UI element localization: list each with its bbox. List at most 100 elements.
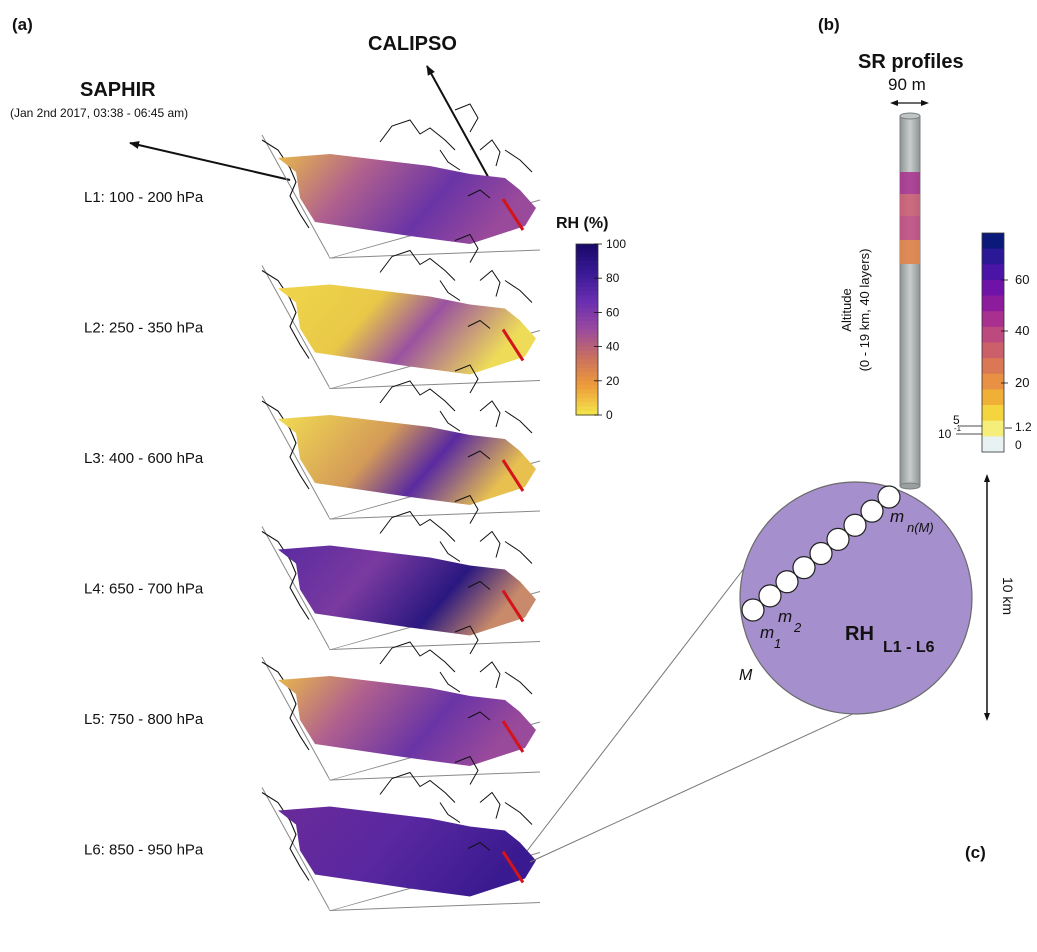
m1-sub: 1 <box>774 636 781 651</box>
calipso-track <box>501 589 525 623</box>
sr-tick-5: 5 <box>953 413 960 427</box>
coastline-left <box>261 139 310 229</box>
coastline-left <box>261 531 310 620</box>
calipso-track <box>501 720 525 753</box>
sr-tick-60: 60 <box>1015 272 1029 287</box>
rh-colorbar-segment <box>576 393 598 399</box>
layer-edge <box>329 380 541 389</box>
sr-colorbar-segment <box>982 389 1004 406</box>
zoom-line-bottom <box>529 689 906 863</box>
rh-colorbar-segment <box>576 342 598 348</box>
sr-tick-20: 20 <box>1015 375 1029 390</box>
swath-gap <box>318 878 400 911</box>
rh-colorbar-segment <box>576 295 598 301</box>
swath-gap <box>318 226 400 258</box>
sr-colorbar-segment <box>982 358 1004 375</box>
layer-3: L3: 400 - 600 hPa <box>84 364 541 520</box>
swath-gap <box>318 748 400 780</box>
layer-edge <box>329 510 541 520</box>
layer-label: L3: 400 - 600 hPa <box>84 450 204 467</box>
calipso-title: CALIPSO <box>368 33 457 55</box>
m2-label: m <box>778 607 792 626</box>
rh-tick-label: 0 <box>606 408 613 422</box>
panel-b-tag: (b) <box>818 15 840 34</box>
layer-edge <box>329 249 541 259</box>
rh-colorbar-segment <box>576 291 598 296</box>
coastline-left <box>261 270 310 359</box>
layer-6: L6: 850 - 950 hPa <box>84 755 541 912</box>
rh-colorbar-segment <box>576 312 598 318</box>
footprint-bead <box>809 541 833 566</box>
sr-profiles-title: SR profiles <box>858 51 964 73</box>
sr-tick-40: 40 <box>1015 323 1029 338</box>
layer-label: L4: 650 - 700 hPa <box>84 581 204 598</box>
coastlines-right <box>379 233 533 329</box>
rh-colorbar-segment <box>576 320 598 326</box>
coastlines-right <box>379 364 533 460</box>
coastlines-right <box>379 755 533 851</box>
layer-label: L2: 250 - 350 hPa <box>84 320 204 337</box>
calipso-track <box>501 198 525 231</box>
rh-colorbar-segment <box>576 261 598 266</box>
footprint-bead <box>792 556 816 580</box>
rh-swath <box>278 806 536 897</box>
rh-colorbar: RH (%) 100 80 60 40 20 0 <box>556 215 626 422</box>
coastlines-right <box>379 625 533 721</box>
footprint-bead <box>741 598 765 622</box>
sr-colorbar-segment <box>982 233 1004 250</box>
coastlines-right <box>379 103 533 199</box>
rh-colorbar-segment <box>576 325 598 331</box>
mn-label: m <box>890 507 904 526</box>
m-label: M <box>739 667 753 684</box>
calipso-footprints <box>741 485 901 622</box>
rh-tick-label: 80 <box>606 271 620 285</box>
rh-colorbar-segment <box>576 380 598 386</box>
rh-swath <box>278 154 536 244</box>
sr-band-mid2 <box>900 216 920 240</box>
rh-colorbar-segment <box>576 269 598 275</box>
zoom-line-top <box>526 544 763 852</box>
footprint-bead <box>775 570 799 594</box>
m2-sub: 2 <box>793 620 802 635</box>
rh-colorbar-segment <box>576 350 598 356</box>
sr-colorbar-segment <box>982 342 1004 359</box>
rh-colorbar-segment <box>576 265 598 271</box>
rh-colorbar-segment <box>576 316 598 322</box>
rh-tick-label: 60 <box>606 305 620 319</box>
sr-colorbar-segment <box>982 326 1004 343</box>
scale-label: 10 km <box>1000 577 1016 615</box>
width-label: 90 m <box>888 75 926 94</box>
footprint-bead <box>758 584 782 608</box>
calipso-track <box>501 328 525 362</box>
layer-label: L1: 100 - 200 hPa <box>84 189 204 206</box>
layer-4: L4: 650 - 700 hPa <box>84 494 541 651</box>
footprint-bead <box>843 513 867 537</box>
rh-colorbar-segment <box>576 397 598 403</box>
layer-edge <box>329 902 541 911</box>
sr-colorbar-segment <box>982 373 1004 390</box>
sr-tick-exponent: -1 <box>954 424 962 433</box>
footprint-bead <box>826 527 850 551</box>
sr-colorbar-segment <box>982 279 1004 297</box>
layer-5: L5: 750 - 800 hPa <box>84 625 541 781</box>
rh-colorbar-segment <box>576 346 598 352</box>
layer-stack: L1: 100 - 200 hPa L2: 250 - 350 hPa L3: 40… <box>84 103 541 912</box>
layer-1: L1: 100 - 200 hPa <box>84 103 541 259</box>
rh-colorbar-segment <box>576 329 598 335</box>
calipso-arrow <box>426 65 498 194</box>
footprint-bead <box>860 499 884 523</box>
rh-label: RH <box>845 623 874 645</box>
rh-colorbar-segment <box>576 389 598 395</box>
sr-tick-0: 0 <box>1015 438 1022 452</box>
rh-colorbar-segment <box>576 363 598 369</box>
sr-tick-10: 10 <box>938 427 952 441</box>
saphir-arrow <box>129 141 291 181</box>
sr-colorbar-segment <box>982 420 1004 437</box>
coastline-left <box>261 400 310 490</box>
sr-band-low <box>900 240 920 264</box>
mn-sub: n(M) <box>907 520 934 535</box>
rh-colorbar-segment <box>576 303 598 309</box>
rh-tick-label: 40 <box>606 340 620 354</box>
calipso-track <box>501 459 525 492</box>
